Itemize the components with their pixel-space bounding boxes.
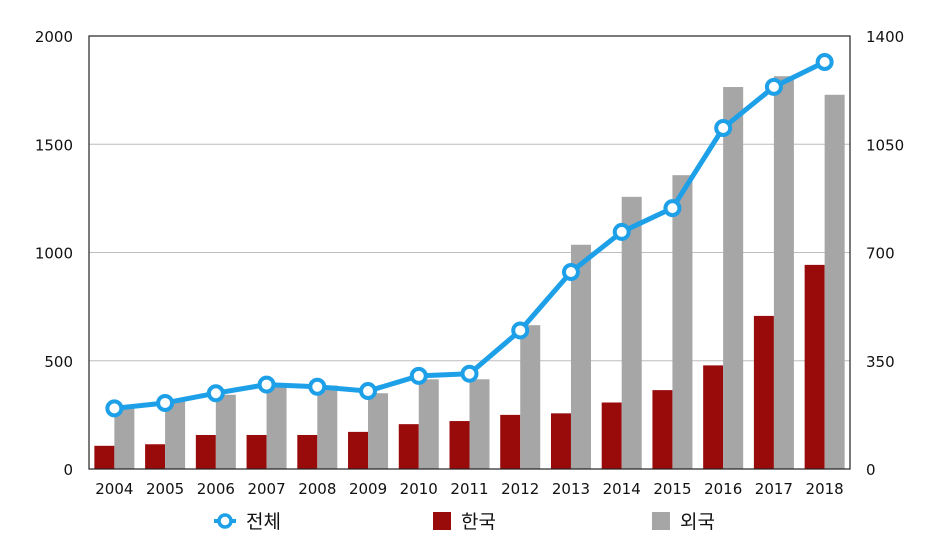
point-total (561, 262, 580, 281)
bar-foreign (215, 394, 236, 469)
point-total (156, 393, 175, 412)
point-total (308, 377, 327, 396)
x-tick-label: 2006 (197, 480, 235, 498)
bar-foreign (165, 399, 186, 469)
bar-korea (94, 445, 115, 469)
left-tick-label: 1000 (35, 245, 73, 263)
bar-korea (145, 444, 166, 469)
x-tick-label: 2009 (349, 480, 387, 498)
point-total (460, 364, 479, 383)
x-tick-label: 2012 (501, 480, 539, 498)
x-axis: 2004 2005 2006 2007 2008 2009 2010 2011 2012 2013… (95, 480, 843, 498)
bar-korea (550, 413, 571, 469)
bar-foreign (469, 379, 490, 469)
bar-foreign (570, 244, 591, 469)
x-tick-label: 2010 (400, 480, 438, 498)
x-tick-label: 2008 (298, 480, 336, 498)
plot-frame (88, 35, 851, 470)
left-tick-label: 500 (44, 353, 73, 371)
x-tick-label: 2013 (552, 480, 590, 498)
x-tick-label: 2004 (95, 480, 133, 498)
point-total (612, 222, 631, 241)
bar-foreign (114, 407, 135, 469)
x-tick-label: 2011 (450, 480, 488, 498)
legend-label-total: 전체 (246, 511, 281, 533)
bar-foreign (520, 325, 541, 469)
bar-foreign (621, 196, 642, 470)
left-tick-label: 1500 (35, 136, 73, 154)
right-axis: 0 350 700 1050 1400 (866, 28, 904, 479)
point-total (815, 52, 834, 71)
legend-label-korea: 한국 (461, 511, 496, 533)
x-tick-label: 2017 (755, 480, 793, 498)
bar-korea (753, 315, 774, 469)
x-tick-label: 2018 (806, 480, 844, 498)
bar-korea (348, 431, 369, 469)
bar-korea (500, 414, 521, 469)
bar-foreign (773, 76, 794, 469)
bar-korea (398, 424, 419, 469)
left-axis: 0 500 1000 1500 2000 (35, 28, 73, 479)
legend-swatch-foreign (652, 512, 670, 530)
bar-foreign (368, 393, 389, 469)
right-tick-label: 1400 (866, 28, 904, 46)
legend: 전체 한국 외국 (214, 511, 715, 533)
bars (94, 76, 845, 470)
right-tick-label: 1050 (866, 136, 904, 154)
line-series (105, 52, 834, 418)
legend-label-foreign: 외국 (680, 511, 715, 533)
point-total (714, 119, 733, 138)
bar-korea (652, 390, 673, 469)
x-tick-label: 2007 (247, 480, 285, 498)
bar-foreign (266, 385, 287, 469)
x-tick-label: 2016 (704, 480, 742, 498)
x-tick-label: 2005 (146, 480, 184, 498)
bar-korea (703, 365, 724, 469)
legend-marker-icon (217, 513, 233, 529)
bar-foreign (824, 94, 845, 469)
bar-foreign (723, 87, 744, 470)
point-total (764, 77, 783, 96)
right-tick-label: 0 (866, 461, 876, 479)
bar-korea (601, 402, 622, 469)
point-total (105, 399, 124, 418)
legend-swatch-korea (433, 512, 451, 530)
bar-korea (246, 434, 267, 469)
point-total (257, 375, 276, 394)
bar-korea (804, 264, 825, 469)
left-tick-label: 0 (63, 461, 73, 479)
line-total (114, 59, 826, 411)
point-total (359, 382, 378, 401)
point-total (511, 321, 530, 340)
x-tick-label: 2015 (653, 480, 691, 498)
left-tick-label: 2000 (35, 28, 73, 46)
bar-korea (449, 421, 470, 469)
bar-korea (297, 434, 318, 469)
bar-foreign (317, 385, 338, 469)
point-total (663, 199, 682, 218)
right-tick-label: 350 (866, 353, 895, 371)
bar-foreign (418, 379, 439, 469)
right-tick-label: 700 (866, 245, 895, 263)
x-tick-label: 2014 (603, 480, 641, 498)
point-total (409, 366, 428, 385)
bar-korea (195, 434, 216, 469)
point-total (206, 384, 225, 403)
bar-foreign (672, 175, 693, 469)
